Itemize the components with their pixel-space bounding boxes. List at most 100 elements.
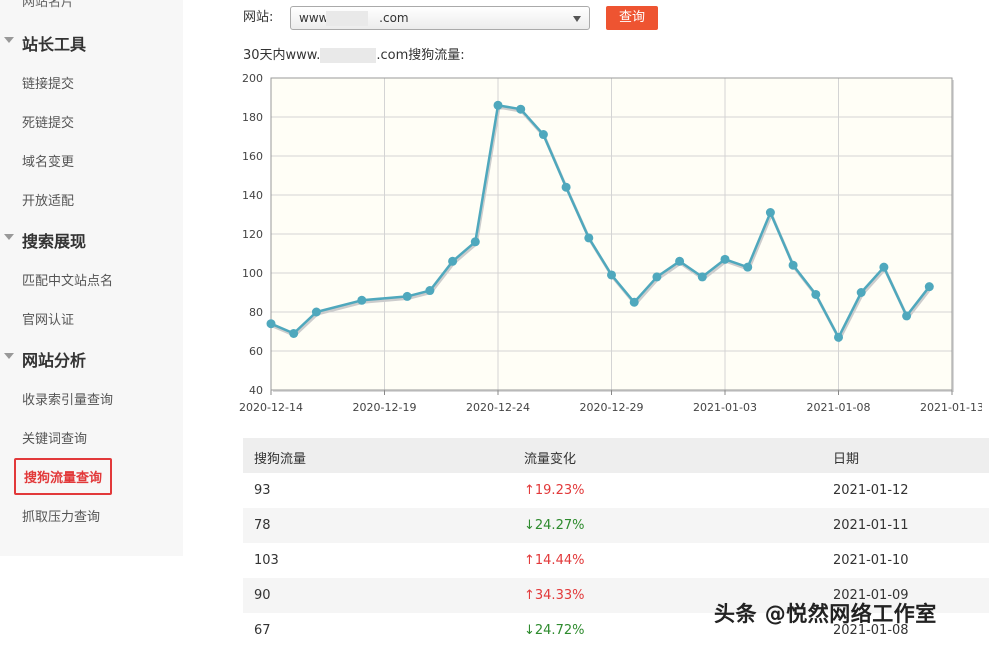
redaction-mask (320, 48, 377, 63)
traffic-value: 78 (254, 518, 271, 533)
data-point (788, 260, 798, 270)
sidebar: 网站名片 站长工具 链接提交 死链提交 域名变更 开放适配 搜索展现 匹配中文站… (0, 0, 183, 556)
traffic-change: ↑19.23% (524, 483, 585, 498)
collapse-triangle-icon (4, 37, 14, 43)
data-point (743, 262, 753, 272)
data-point (516, 104, 526, 114)
header-traffic: 搜狗流量 (254, 452, 307, 467)
query-button[interactable]: 查询 (606, 6, 658, 30)
x-tick-label: 2020-12-29 (580, 401, 644, 414)
sidebar-item-domain-change[interactable]: 域名变更 (22, 155, 75, 170)
sidebar-item-sogou-traffic[interactable]: 搜狗流量查询 (14, 458, 113, 495)
watermark-text: 头条 @悦然网络工作室 (714, 602, 937, 626)
data-point (856, 288, 866, 297)
traffic-date: 2021-01-08 (833, 623, 909, 638)
y-tick-label: 180 (242, 111, 263, 124)
traffic-value: 90 (254, 588, 271, 603)
site-value-prefix: www. (299, 11, 332, 25)
sidebar-item-link-submit[interactable]: 链接提交 (22, 77, 75, 92)
traffic-value: 93 (254, 483, 271, 498)
traffic-date: 2021-01-12 (833, 483, 909, 498)
table-row: 78 ↓24.27% 2021-01-11 (243, 508, 989, 543)
sidebar-item-deadlink-submit[interactable]: 死链提交 (22, 116, 75, 131)
data-point (289, 328, 299, 338)
table-row: 103 ↑14.44% 2021-01-10 (243, 543, 989, 578)
data-point (720, 254, 730, 264)
data-point (561, 182, 571, 192)
data-point (902, 311, 912, 321)
sidebar-item-site-name-match[interactable]: 匹配中文站点名 (22, 274, 114, 289)
series-line (270, 104, 931, 339)
data-point (607, 270, 616, 280)
y-tick-label: 60 (249, 345, 263, 358)
table-row: 93 ↑19.23% 2021-01-12 (243, 473, 989, 508)
sidebar-item-keyword-query[interactable]: 关键词查询 (22, 432, 88, 447)
y-tick-label: 160 (242, 150, 263, 163)
x-tick-label: 2021-01-03 (693, 401, 757, 414)
traffic-value: 103 (254, 553, 279, 568)
data-point (311, 307, 321, 317)
traffic-value: 67 (254, 623, 271, 638)
x-tick-label: 2020-12-14 (239, 401, 303, 414)
section-title: 网站分析 (22, 351, 87, 370)
y-tick-label: 120 (242, 228, 263, 241)
data-point (811, 289, 821, 299)
sidebar-item-index-query[interactable]: 收录索引量查询 (22, 393, 114, 408)
collapse-triangle-icon (4, 234, 14, 240)
traffic-date: 2021-01-09 (833, 588, 909, 603)
data-point (765, 208, 775, 218)
plot-border (270, 77, 953, 391)
collapse-triangle-icon (4, 353, 14, 359)
data-point (493, 100, 503, 110)
section-search-display[interactable]: 搜索展现 (0, 223, 183, 253)
chart-title: 30天内www. .com搜狗流量: (243, 44, 465, 63)
y-tick-label: 80 (249, 306, 263, 319)
traffic-change: ↓24.72% (524, 623, 585, 638)
x-tick-label: 2020-12-19 (353, 401, 417, 414)
table-row: 90 ↑34.33% 2021-01-09 (243, 578, 989, 613)
table-header-row: 搜狗流量 流量变化 日期 (243, 438, 989, 473)
sidebar-item-site-card[interactable]: 网站名片 (22, 0, 75, 10)
header-change: 流量变化 (524, 452, 577, 467)
sidebar-item-open-adapt[interactable]: 开放适配 (22, 194, 75, 209)
data-point (834, 332, 843, 342)
data-point (425, 286, 435, 296)
sidebar-item-crawl-pressure[interactable]: 抓取压力查询 (22, 510, 101, 525)
site-select[interactable]: www. .com (290, 6, 590, 30)
traffic-date: 2021-01-10 (833, 553, 909, 568)
data-point (402, 291, 412, 301)
data-point (879, 262, 889, 272)
data-point (470, 237, 480, 247)
y-tick-label: 140 (242, 189, 263, 202)
section-site-analysis[interactable]: 网站分析 (0, 342, 183, 372)
data-point (675, 256, 685, 266)
chart-title-suffix: .com搜狗流量: (376, 48, 465, 63)
section-title: 站长工具 (22, 35, 87, 54)
x-tick-label: 2021-01-13 (920, 401, 982, 414)
data-point (266, 319, 276, 329)
redaction-mask (326, 11, 368, 26)
data-point (924, 282, 934, 292)
traffic-change: ↓24.27% (524, 518, 585, 533)
x-tick-label: 2020-12-24 (466, 401, 530, 414)
site-select-value: www. .com (299, 11, 409, 25)
y-tick-label: 200 (242, 72, 263, 85)
traffic-change: ↑34.33% (524, 588, 585, 603)
data-point (448, 256, 458, 266)
y-tick-label: 40 (249, 384, 263, 397)
data-point (697, 272, 707, 282)
header-date: 日期 (833, 452, 860, 467)
data-point (357, 295, 367, 305)
traffic-line-chart: 40 60 80 100 120 140 160 180 200 2020-12-14 2020-1… (239, 72, 982, 414)
data-point (652, 272, 662, 282)
y-tick-label: 100 (242, 267, 263, 280)
table-row: 67 ↓24.72% 2021-01-08 (243, 613, 989, 645)
sidebar-item-official-cert[interactable]: 官网认证 (22, 313, 75, 328)
traffic-change: ↑14.44% (524, 553, 585, 568)
site-label: 网站: (243, 10, 274, 25)
chart-title-prefix: 30天内www. (243, 48, 321, 63)
data-point (538, 130, 548, 140)
section-webmaster-tools[interactable]: 站长工具 (0, 26, 183, 56)
chevron-down-icon (573, 16, 581, 22)
site-value-suffix: .com (379, 11, 409, 25)
